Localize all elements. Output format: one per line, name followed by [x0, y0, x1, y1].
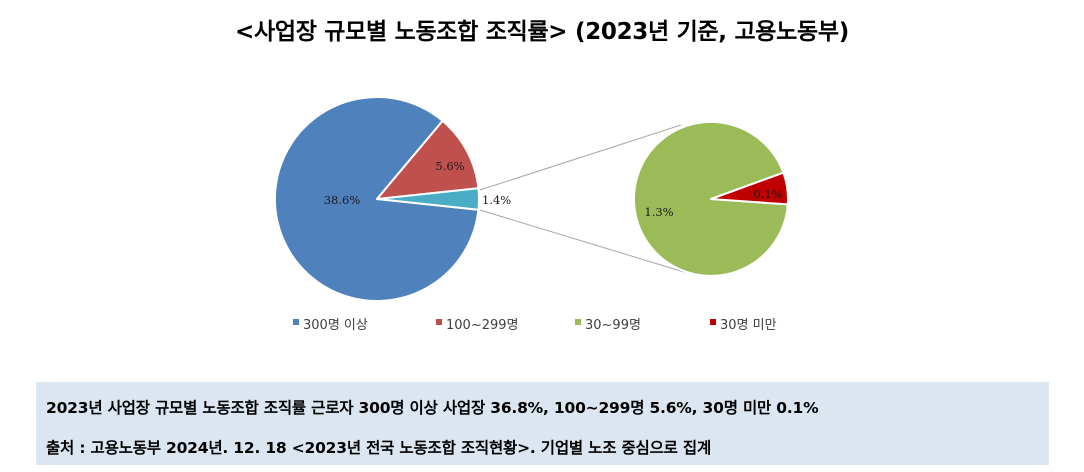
legend-swatch-icon — [436, 318, 442, 325]
legend-label: 300명 이상 — [303, 318, 368, 333]
legend-label: 30명 미만 — [720, 318, 777, 333]
slice-other[interactable] — [376, 187, 480, 211]
summary-text: 2023년 사업장 규모별 노동조합 조직률 근로자 300명 이상 사업장 3… — [46, 399, 819, 417]
chart-legend: 300명 이상 100~299명 30~99명 30명 미만 — [0, 314, 1084, 334]
secondary-pie — [633, 120, 789, 277]
slice-under-30[interactable] — [710, 171, 789, 206]
chart-title: <사업장 규모별 노동조합 조직률> (2023년 기준, 고용노동부) — [235, 19, 849, 45]
legend-swatch-icon — [293, 318, 299, 325]
legend-swatch-icon — [710, 318, 716, 325]
legend-item-under-30[interactable]: 30명 미만 — [710, 314, 777, 333]
source-text: 출처 : 고용노동부 2024년. 12. 18 <2023년 전국 노동조합 … — [46, 439, 712, 457]
label-under-30: 0.1% — [753, 187, 782, 201]
source-note-box: 2023년 사업장 규모별 노동조합 조직률 근로자 300명 이상 사업장 3… — [36, 382, 1049, 465]
legend-label: 100~299명 — [446, 318, 519, 333]
label-other: 1.4% — [482, 193, 511, 207]
slice-100-299[interactable] — [376, 119, 480, 200]
label-30-99: 1.3% — [644, 205, 673, 219]
legend-swatch-icon — [575, 318, 581, 325]
legend-label: 30~99명 — [585, 318, 641, 333]
connector-line-top — [479, 124, 682, 191]
legend-item-300-plus[interactable]: 300명 이상 — [293, 314, 368, 333]
legend-item-100-299[interactable]: 100~299명 — [436, 314, 518, 333]
main-pie — [273, 96, 480, 302]
label-100-299: 5.6% — [435, 159, 464, 173]
legend-item-30-99[interactable]: 30~99명 — [575, 314, 641, 333]
label-300-plus: 38.6% — [324, 193, 361, 207]
connector-line-bottom — [479, 209, 685, 273]
